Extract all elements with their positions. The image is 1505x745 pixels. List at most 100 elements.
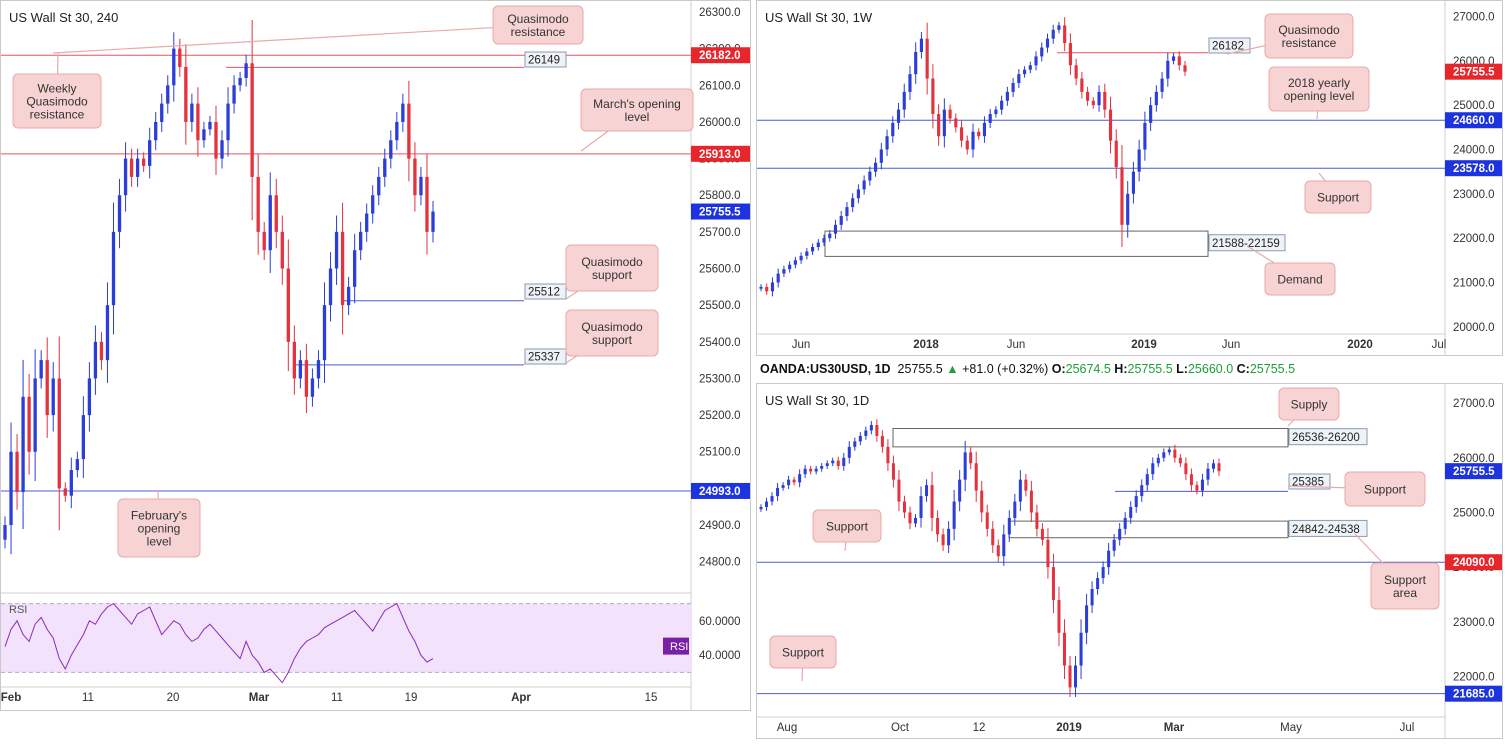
candle-body <box>809 468 813 472</box>
callout-text: resistance <box>30 108 85 122</box>
candle-body <box>105 305 110 361</box>
candle-body <box>377 176 381 196</box>
candle-body <box>250 63 254 177</box>
x-tick-label: Jun <box>1007 339 1026 351</box>
candle-body <box>1107 550 1111 568</box>
candle-body <box>1079 632 1083 666</box>
weekly-chart-svg[interactable]: US Wall St 30, 1W 27000.026000.025000.024… <box>757 1 1502 355</box>
candle-body <box>1140 485 1144 497</box>
candle-body <box>1086 91 1090 101</box>
callout-text: Quasimodo <box>1278 23 1340 37</box>
candle-body <box>328 268 333 306</box>
candle-body <box>776 487 780 497</box>
candle-body <box>820 466 824 469</box>
x-tick-label: Mar <box>1164 722 1185 734</box>
candle-body <box>123 158 128 196</box>
candle-body <box>1183 65 1187 72</box>
callout-text: resistance <box>511 25 566 39</box>
price-tag-label: 25755.5 <box>699 207 741 219</box>
candle-body <box>770 496 774 502</box>
callout-text: Demand <box>1277 273 1322 287</box>
candle-body <box>1112 539 1116 551</box>
candle-body <box>1063 25 1067 44</box>
candle-body <box>413 158 417 196</box>
price-tag <box>1445 63 1502 80</box>
candle-body <box>759 507 763 510</box>
candle-body <box>1154 91 1158 106</box>
candle-body <box>268 195 272 251</box>
level-label: 25385 <box>1292 477 1324 489</box>
candle-body <box>1090 589 1094 606</box>
candle-body <box>799 255 803 261</box>
y-tick-label: 25200.0 <box>699 410 741 422</box>
candle-body <box>810 247 815 252</box>
open-value: 25674.5 <box>1065 362 1111 376</box>
symbol-info-bar: OANDA:US30USD, 1D 25755.5 ▲ +81.0 (+0.32… <box>760 362 1295 380</box>
y-tick-label: 25000.0 <box>1453 100 1495 112</box>
callout-box <box>117 498 201 558</box>
candle-body <box>1029 490 1033 513</box>
candle-body <box>1057 599 1061 633</box>
candle-body <box>1034 56 1038 66</box>
callout-text: Support <box>1384 573 1427 587</box>
candle-body <box>172 48 176 86</box>
candle-body <box>9 451 13 526</box>
candle-body <box>135 158 140 177</box>
candle-body <box>954 118 958 128</box>
candle-body <box>781 485 785 488</box>
y-tick-label: 25500.0 <box>699 300 741 312</box>
callout-box <box>1304 180 1372 214</box>
x-tick-label: 2020 <box>1347 339 1373 351</box>
candle-body <box>991 528 995 546</box>
candle-body <box>925 485 929 497</box>
candle-body <box>51 378 55 416</box>
h4-chart-panel[interactable]: US Wall St 30, 24026300.026200.026100.02… <box>0 0 751 711</box>
level-label: 26182 <box>1212 41 1244 53</box>
candle-body <box>931 78 935 115</box>
price-tag <box>1445 463 1502 480</box>
candle-body <box>178 48 182 67</box>
callout-box <box>1344 471 1426 507</box>
candle-body <box>858 435 862 442</box>
candle-body <box>1171 56 1176 61</box>
daily-chart-panel[interactable]: US Wall St 30, 1D 27000.0 26000.0 25000.0 24… <box>756 383 1503 739</box>
y-tick-label: 23000.0 <box>1453 189 1495 201</box>
y-tick-label: 25300.0 <box>699 373 741 385</box>
callout-text: 2018 yearly <box>1288 76 1350 90</box>
candle-body <box>765 501 769 507</box>
y-tick-label: 26100.0 <box>699 80 741 92</box>
candle-body <box>292 341 297 379</box>
callout-text: opening level <box>1284 89 1355 103</box>
zone-label-box <box>1208 234 1286 252</box>
candle-body <box>1160 78 1164 92</box>
candle-body <box>93 341 98 379</box>
weekly-chart-panel[interactable]: US Wall St 30, 1W 27000.0 26000.0 25000.0 24… <box>756 0 1503 356</box>
price-tag-label: 25755.5 <box>1453 67 1495 79</box>
level-label-box <box>524 51 567 68</box>
candle-body <box>798 474 802 483</box>
candle-body <box>69 470 73 496</box>
candle-body <box>1046 539 1050 568</box>
daily-chart-svg[interactable]: US Wall St 30, 1D 27000.0 26000.0 25000.0 24… <box>757 384 1502 738</box>
candle-body <box>1149 105 1153 123</box>
candle-body <box>304 360 309 397</box>
candle-body <box>914 51 918 75</box>
candle-body <box>1011 83 1015 92</box>
y-tick-label: 26000.0 <box>1453 453 1495 465</box>
level-label: 25512 <box>528 287 560 299</box>
h4-chart-svg[interactable]: US Wall St 30, 24026300.026200.026100.02… <box>1 1 750 710</box>
price-tag-label: 24993.0 <box>699 486 741 498</box>
candle-body <box>874 162 878 172</box>
x-tick-label: Jun <box>792 339 811 351</box>
candle-body <box>202 129 206 141</box>
y-tick-label: 25000.0 <box>1453 507 1495 519</box>
callout-text: March's opening <box>593 97 681 111</box>
candle-body <box>828 233 832 239</box>
candle-body <box>63 488 67 496</box>
candle-body <box>1040 47 1044 57</box>
candle-body <box>238 77 242 86</box>
candle-body <box>334 231 339 269</box>
candle-body <box>1200 479 1204 491</box>
callout-box <box>565 244 659 292</box>
callout-text: Support <box>782 646 825 660</box>
